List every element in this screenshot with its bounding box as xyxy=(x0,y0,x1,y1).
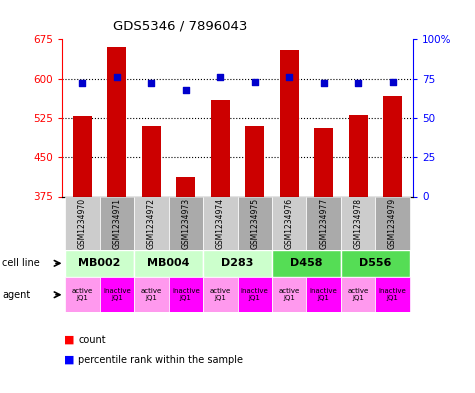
Bar xyxy=(349,115,368,196)
Bar xyxy=(134,250,203,277)
Bar xyxy=(107,47,126,196)
Bar xyxy=(375,196,410,250)
Bar xyxy=(211,99,230,196)
Point xyxy=(389,79,396,85)
Bar xyxy=(245,126,264,196)
Text: GSM1234977: GSM1234977 xyxy=(319,197,328,249)
Bar xyxy=(100,277,134,312)
Text: GSM1234970: GSM1234970 xyxy=(78,197,87,249)
Bar xyxy=(238,277,272,312)
Bar xyxy=(203,196,238,250)
Text: active
JQ1: active JQ1 xyxy=(348,288,369,301)
Text: inactive
JQ1: inactive JQ1 xyxy=(379,288,407,301)
Text: active
JQ1: active JQ1 xyxy=(278,288,300,301)
Bar xyxy=(65,277,100,312)
Text: ■: ■ xyxy=(64,335,75,345)
Text: agent: agent xyxy=(2,290,30,300)
Bar xyxy=(65,250,134,277)
Text: MB004: MB004 xyxy=(147,258,190,268)
Point xyxy=(217,74,224,80)
Bar xyxy=(272,277,306,312)
Text: GSM1234972: GSM1234972 xyxy=(147,198,156,248)
Text: GSM1234976: GSM1234976 xyxy=(285,197,294,249)
Bar xyxy=(272,196,306,250)
Bar xyxy=(341,277,375,312)
Point xyxy=(285,74,293,80)
Point xyxy=(320,80,327,86)
Text: GSM1234975: GSM1234975 xyxy=(250,197,259,249)
Bar xyxy=(238,196,272,250)
Bar xyxy=(203,250,272,277)
Text: inactive
JQ1: inactive JQ1 xyxy=(241,288,268,301)
Text: GDS5346 / 7896043: GDS5346 / 7896043 xyxy=(114,20,247,33)
Bar xyxy=(100,196,134,250)
Bar xyxy=(169,277,203,312)
Text: inactive
JQ1: inactive JQ1 xyxy=(172,288,200,301)
Text: count: count xyxy=(78,335,106,345)
Bar xyxy=(375,277,410,312)
Text: active
JQ1: active JQ1 xyxy=(72,288,93,301)
Point xyxy=(354,80,362,86)
Text: percentile rank within the sample: percentile rank within the sample xyxy=(78,354,243,365)
Text: ■: ■ xyxy=(64,354,75,365)
Bar xyxy=(73,116,92,196)
Bar xyxy=(341,250,410,277)
Bar xyxy=(314,129,333,196)
Bar xyxy=(203,277,238,312)
Bar xyxy=(142,126,161,196)
Text: D283: D283 xyxy=(221,258,254,268)
Text: inactive
JQ1: inactive JQ1 xyxy=(103,288,131,301)
Bar xyxy=(134,196,169,250)
Bar xyxy=(169,196,203,250)
Point xyxy=(251,79,258,85)
Text: D458: D458 xyxy=(290,258,323,268)
Point xyxy=(148,80,155,86)
Text: GSM1234974: GSM1234974 xyxy=(216,197,225,249)
Text: inactive
JQ1: inactive JQ1 xyxy=(310,288,338,301)
Text: active
JQ1: active JQ1 xyxy=(141,288,162,301)
Point xyxy=(182,86,190,93)
Text: GSM1234971: GSM1234971 xyxy=(113,198,122,248)
Text: cell line: cell line xyxy=(2,258,40,268)
Point xyxy=(79,80,86,86)
Bar xyxy=(65,196,100,250)
Text: GSM1234973: GSM1234973 xyxy=(181,197,190,249)
Text: active
JQ1: active JQ1 xyxy=(209,288,231,301)
Text: MB002: MB002 xyxy=(78,258,121,268)
Text: GSM1234978: GSM1234978 xyxy=(353,198,362,248)
Point xyxy=(113,74,121,80)
Text: GSM1234979: GSM1234979 xyxy=(388,197,397,249)
Bar xyxy=(383,96,402,196)
Bar xyxy=(306,196,341,250)
Bar xyxy=(134,277,169,312)
Text: D556: D556 xyxy=(359,258,391,268)
Bar xyxy=(341,196,375,250)
Bar xyxy=(272,250,341,277)
Bar xyxy=(306,277,341,312)
Bar xyxy=(176,176,195,196)
Bar xyxy=(280,50,299,196)
